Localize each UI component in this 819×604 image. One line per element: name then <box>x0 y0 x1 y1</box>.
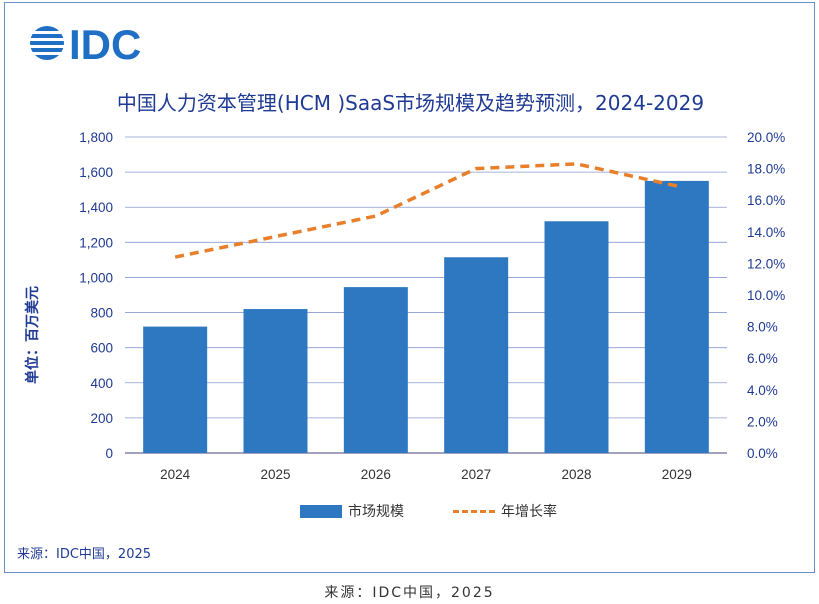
y-right-tick-label: 4.0% <box>747 383 778 398</box>
y-right-tick-label: 16.0% <box>747 193 785 208</box>
legend-item-line: 年增长率 <box>453 501 557 521</box>
legend-line-label: 年增长率 <box>501 504 557 520</box>
bar-2028 <box>544 221 609 453</box>
source-note: 来源：IDC中国，2025 <box>17 547 152 562</box>
bar-2029 <box>644 180 709 453</box>
y-right-tick-label: 12.0% <box>747 256 785 271</box>
idc-logo: IDC <box>29 21 141 67</box>
bar-2024 <box>143 326 208 453</box>
growth-rate-line <box>174 162 678 259</box>
legend: 市场规模 年增长率 <box>5 501 816 521</box>
y-left-tick-label: 1,600 <box>79 165 113 180</box>
logo-text: IDC <box>69 21 141 67</box>
y-left-tick-label: 1,800 <box>79 130 113 145</box>
y-right-tick-label: 6.0% <box>747 351 778 366</box>
bar-2027 <box>444 257 509 453</box>
legend-bar-swatch <box>300 504 342 518</box>
x-tick-label: 2026 <box>361 467 391 482</box>
y-right-tick-label: 8.0% <box>747 320 778 335</box>
y-right-tick-label: 18.0% <box>747 162 785 177</box>
y-axis-label: 单位：百万美元 <box>25 286 41 384</box>
legend-line-swatch <box>453 509 495 513</box>
y-left-tick-label: 1,200 <box>79 235 113 250</box>
y-left-tick-label: 1,400 <box>79 200 113 215</box>
chart-title: 中国人力资本管理(HCM )SaaS市场规模及趋势预测，2024-2029 <box>116 91 705 115</box>
y-left-tick-label: 600 <box>90 341 113 356</box>
y-right-tick-label: 20.0% <box>747 130 785 145</box>
caption: 来源：IDC中国，2025 <box>324 585 495 601</box>
legend-bar-label: 市场规模 <box>348 504 404 520</box>
x-tick-label: 2028 <box>561 467 591 482</box>
y-right-tick-label: 0.0% <box>747 446 778 461</box>
y-right-tick-label: 14.0% <box>747 225 785 240</box>
x-tick-label: 2029 <box>662 467 692 482</box>
x-tick-label: 2025 <box>260 467 290 482</box>
bar-2025 <box>243 309 308 453</box>
y-left-tick-label: 200 <box>90 411 113 426</box>
y-left-tick-label: 1,000 <box>79 270 113 285</box>
y-right-tick-label: 10.0% <box>747 288 785 303</box>
x-tick-label: 2024 <box>160 467 191 482</box>
y-right-tick-label: 2.0% <box>747 414 778 429</box>
y-left-tick-label: 400 <box>90 376 113 391</box>
bar-2026 <box>343 287 408 453</box>
y-left-tick-label: 800 <box>90 306 113 321</box>
globe-icon <box>29 26 65 60</box>
chart-frame: IDC 中国人力资本管理(HCM )SaaS市场规模及趋势预测，2024-202… <box>4 2 815 573</box>
legend-item-bar: 市场规模 <box>300 501 404 521</box>
y-left-tick-label: 0 <box>105 446 113 461</box>
x-tick-label: 2027 <box>461 467 491 482</box>
chart-area: 0 200 400 600 800 1,000 1,200 1,400 1,600 1,800 0.… <box>79 130 785 482</box>
